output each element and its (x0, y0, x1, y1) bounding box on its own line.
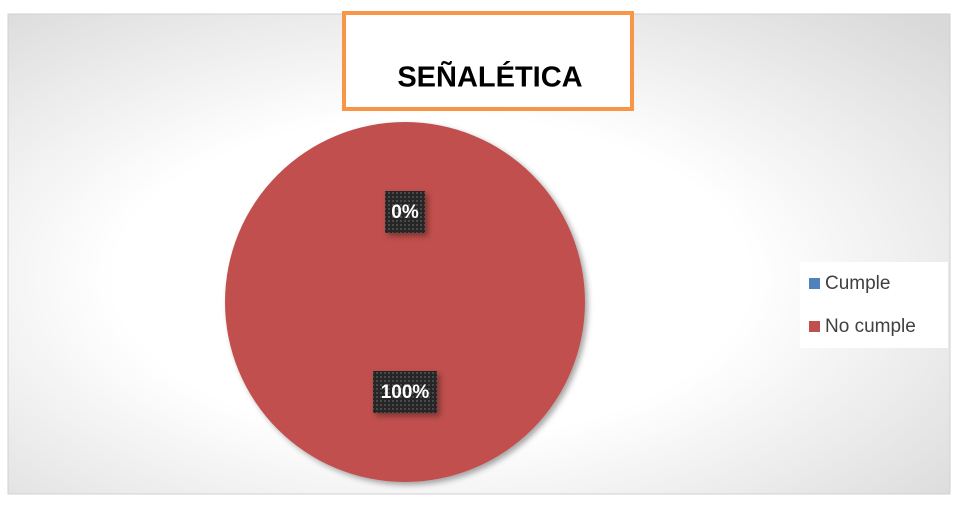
data-label: 0% (391, 202, 419, 223)
legend-swatch (809, 321, 820, 332)
legend-label: No cumple (825, 316, 916, 337)
legend-swatch (809, 278, 820, 289)
data-label-box (373, 371, 437, 413)
legend-label: Cumple (825, 273, 890, 294)
pie (225, 122, 585, 482)
chart-title: SEÑALÉTICA (397, 60, 582, 94)
data-label: 100% (381, 382, 430, 403)
legend (800, 262, 948, 348)
data-label-box (385, 191, 425, 233)
title-box (342, 11, 634, 111)
data-labels: 0% 100% (373, 191, 437, 413)
pie-slice (225, 122, 585, 482)
legend-items: Cumple No cumple (809, 273, 916, 337)
